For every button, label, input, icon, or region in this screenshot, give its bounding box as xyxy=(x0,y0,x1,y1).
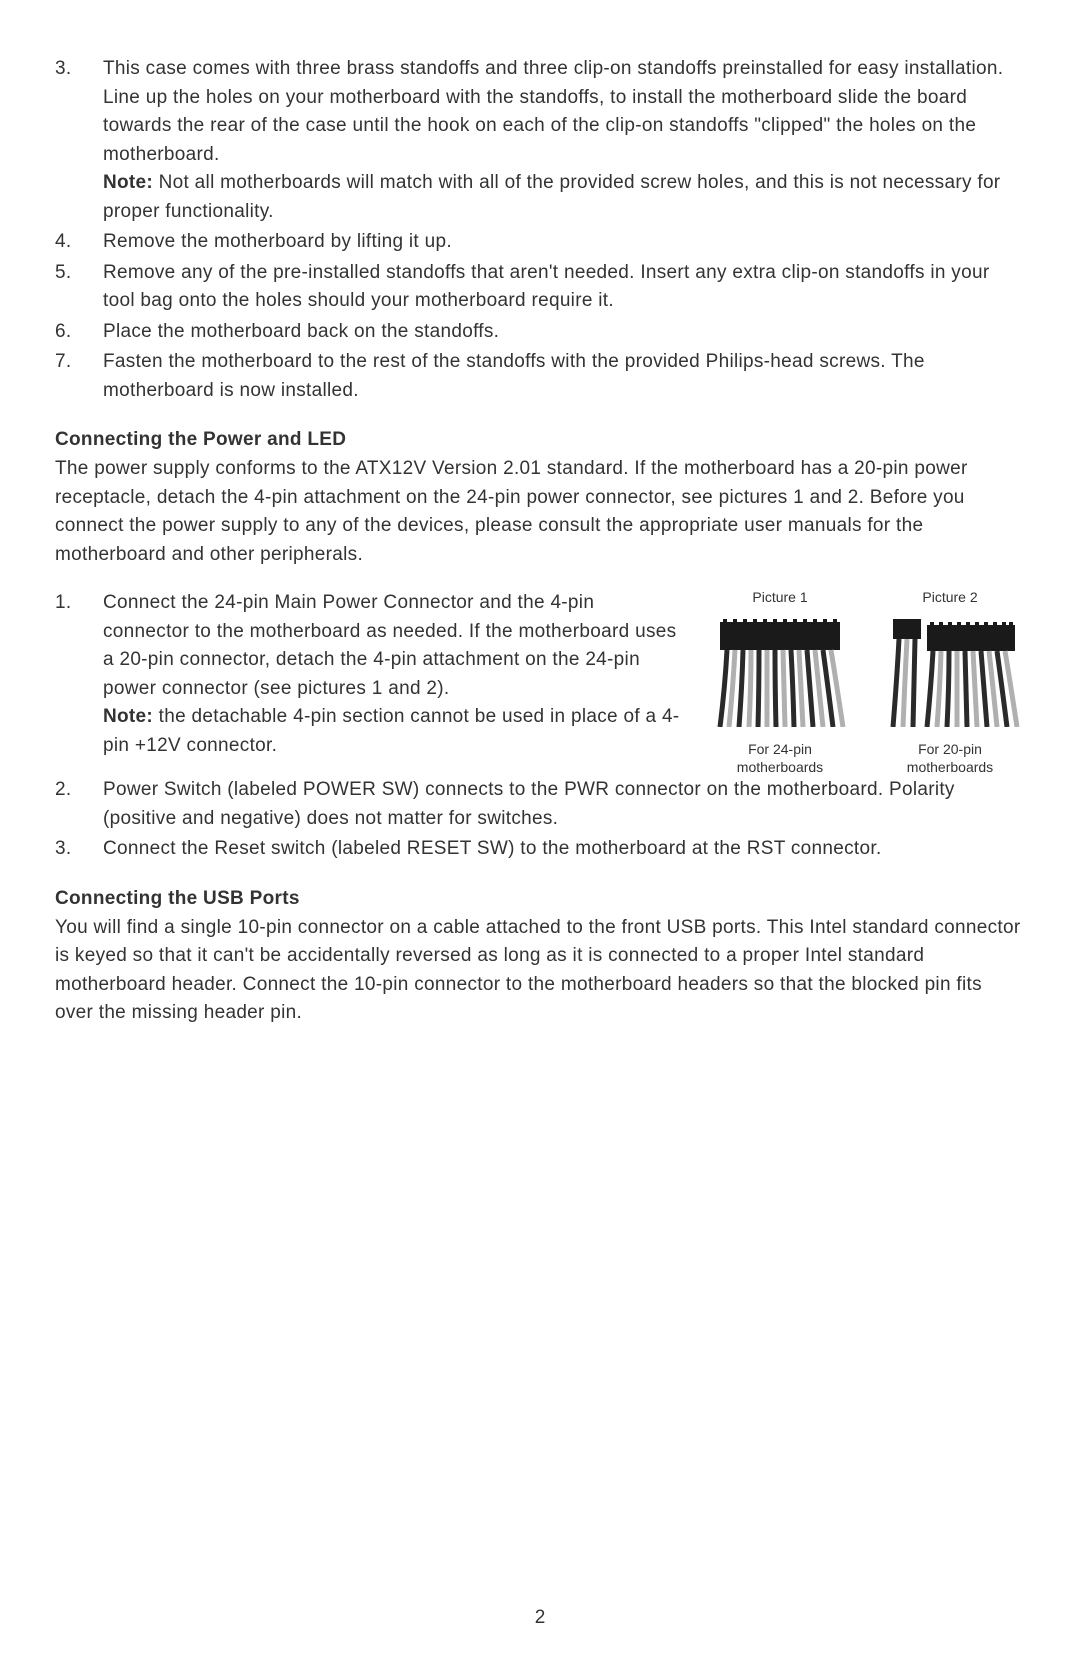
connector-24pin-icon xyxy=(705,617,855,727)
list-item: 4. Remove the motherboard by lifting it … xyxy=(55,228,1025,257)
section-heading: Connecting the Power and LED xyxy=(55,429,1025,451)
list-item: 6. Place the motherboard back on the sta… xyxy=(55,318,1025,347)
caption-line: motherboards xyxy=(907,759,993,775)
list-item: 1. Connect the 24-pin Main Power Connect… xyxy=(55,589,685,760)
list-number: 5. xyxy=(55,259,103,316)
picture-label: Picture 1 xyxy=(705,589,855,605)
list-text: Connect the Reset switch (labeled RESET … xyxy=(103,835,1025,864)
note-label: Note: xyxy=(103,172,153,193)
caption-line: For 24-pin xyxy=(748,741,812,757)
page-number: 2 xyxy=(0,1607,1080,1629)
caption-line: motherboards xyxy=(737,759,823,775)
list-text: Place the motherboard back on the stando… xyxy=(103,318,1025,347)
picture-block: Picture 1 xyxy=(705,589,855,776)
list-number: 2. xyxy=(55,776,103,833)
right-column: Picture 1 xyxy=(705,589,1025,776)
list-text: Remove the motherboard by lifting it up. xyxy=(103,228,1025,257)
connector-20pin-icon xyxy=(875,617,1025,727)
section-heading: Connecting the USB Ports xyxy=(55,888,1025,910)
picture-label: Picture 2 xyxy=(875,589,1025,605)
list-body: Connect the 24-pin Main Power Connector … xyxy=(103,589,685,760)
note-label: Note: xyxy=(103,706,153,727)
picture-block: Picture 2 xyxy=(875,589,1025,776)
list-body: This case comes with three brass standof… xyxy=(103,55,1025,226)
list-item: 5. Remove any of the pre-installed stand… xyxy=(55,259,1025,316)
list-item: 3. This case comes with three brass stan… xyxy=(55,55,1025,226)
list-item: 3. Connect the Reset switch (labeled RES… xyxy=(55,835,1025,864)
list-item: 7. Fasten the motherboard to the rest of… xyxy=(55,348,1025,405)
page: 3. This case comes with three brass stan… xyxy=(0,0,1080,1669)
list-number: 7. xyxy=(55,348,103,405)
list-number: 3. xyxy=(55,55,103,226)
list-item: 2. Power Switch (labeled POWER SW) conne… xyxy=(55,776,1025,833)
list-number: 6. xyxy=(55,318,103,347)
two-column-layout: 1. Connect the 24-pin Main Power Connect… xyxy=(55,589,1025,776)
list-number: 3. xyxy=(55,835,103,864)
caption-line: For 20-pin xyxy=(918,741,982,757)
list-text: Remove any of the pre-installed standoff… xyxy=(103,259,1025,316)
picture-row: Picture 1 xyxy=(705,589,1025,776)
note-text: the detachable 4-pin section cannot be u… xyxy=(103,706,679,756)
paragraph: You will find a single 10-pin connector … xyxy=(55,914,1025,1028)
list-text: Connect the 24-pin Main Power Connector … xyxy=(103,592,676,699)
list-number: 4. xyxy=(55,228,103,257)
list-text: Fasten the motherboard to the rest of th… xyxy=(103,348,1025,405)
list-text: This case comes with three brass standof… xyxy=(103,58,1003,165)
picture-caption: For 20-pin motherboards xyxy=(875,740,1025,776)
list-number: 1. xyxy=(55,589,103,760)
paragraph: The power supply conforms to the ATX12V … xyxy=(55,455,1025,569)
picture-caption: For 24-pin motherboards xyxy=(705,740,855,776)
list-text: Power Switch (labeled POWER SW) connects… xyxy=(103,776,1025,833)
left-column: 1. Connect the 24-pin Main Power Connect… xyxy=(55,589,685,776)
note-text: Not all motherboards will match with all… xyxy=(103,172,1000,222)
